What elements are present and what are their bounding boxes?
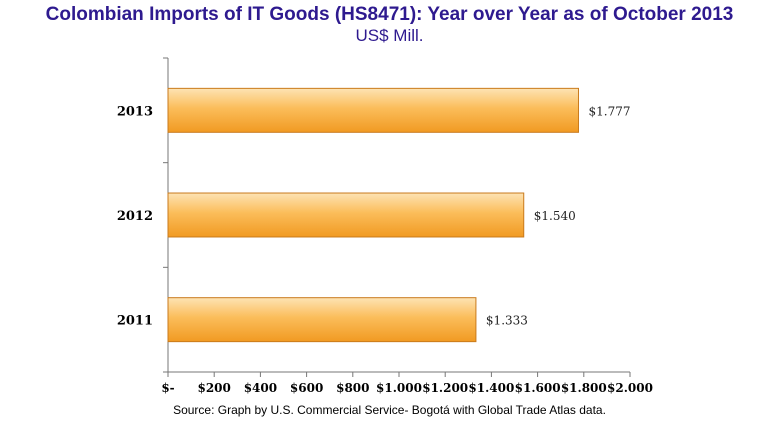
x-tick-label: $1.000 [376,381,422,395]
x-tick-label: $1.200 [422,381,468,395]
x-tick-label: $1.600 [515,381,561,395]
x-tick-label: $200 [197,381,230,395]
x-tick-label: $800 [336,381,369,395]
category-label: 2013 [117,104,153,119]
x-tick-label: $- [161,381,174,395]
x-tick-label: $400 [244,381,277,395]
chart-subtitle: US$ Mill. [355,26,424,45]
data-label: $1.540 [534,209,576,223]
bar-2013 [167,87,579,133]
bar-2012 [167,192,525,238]
x-tick-label: $1.400 [468,381,514,395]
x-tick-label: $600 [290,381,323,395]
chart-title: Colombian Imports of IT Goods (HS8471): … [45,4,734,25]
source-note: Source: Graph by U.S. Commercial Service… [173,403,606,417]
x-tick-label: $2.000 [607,381,653,395]
bar-2011 [167,297,477,343]
data-label: $1.333 [486,314,528,328]
x-tick-label: $1.800 [561,381,607,395]
data-label: $1.777 [588,104,630,118]
category-label: 2012 [117,209,153,224]
category-label: 2011 [117,314,153,329]
